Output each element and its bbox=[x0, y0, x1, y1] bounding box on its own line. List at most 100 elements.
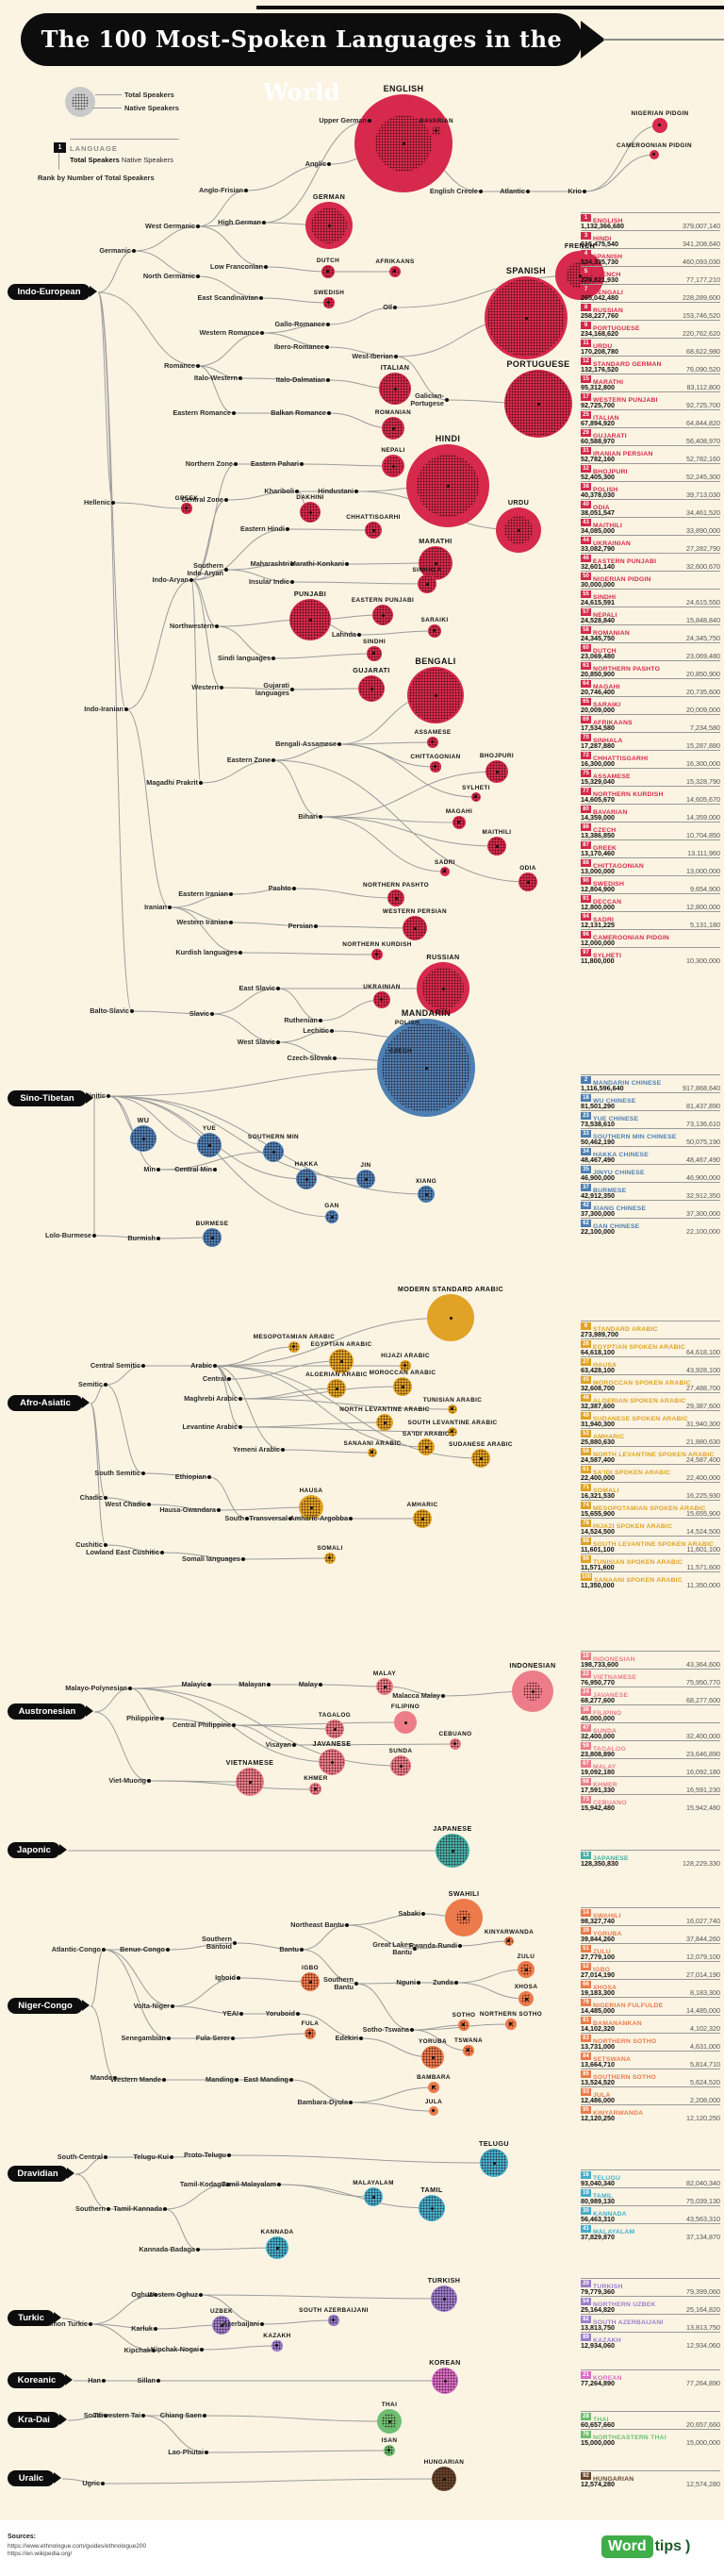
language-label-saraiki: SARAIKI bbox=[420, 617, 449, 624]
language-name: MANDARIN CHINESE bbox=[593, 1080, 662, 1087]
language-bubble-portuguese bbox=[504, 370, 572, 438]
total-speakers: 64,618,100 bbox=[581, 1348, 615, 1356]
rank-badge: 77 bbox=[581, 788, 591, 795]
rank-list-item: 90 SWEDISH 12,804,900 9,654,900 bbox=[581, 875, 720, 893]
branch-label-czech-slovak: Czech-Slovak bbox=[287, 1054, 332, 1062]
branch-label-benue-congo: Benue-Congo bbox=[120, 1945, 165, 1953]
total-speakers: 170,208,780 bbox=[581, 347, 618, 356]
language-name: SOUTHERN SOTHO bbox=[593, 2074, 656, 2081]
language-label-chhattisgarhi: CHHATTISGARHI bbox=[346, 514, 401, 521]
language-name: JINYU CHINESE bbox=[593, 1170, 645, 1176]
language-name: SADRI bbox=[593, 917, 615, 923]
source-link-1[interactable]: https://www.ethnologue.com/guides/ethnol… bbox=[8, 2543, 147, 2550]
language-name: CAMEROONIAN PIDGIN bbox=[593, 935, 670, 941]
language-name: MALAY bbox=[593, 1764, 617, 1770]
language-name: INDONESIAN bbox=[593, 1656, 635, 1663]
rank-list-item: 50 NIGERIAN PIDGIN 30,000,000 bbox=[581, 571, 720, 589]
total-speakers: 32,400,000 bbox=[581, 1732, 615, 1740]
rank-badge: 29 bbox=[581, 429, 591, 437]
native-speakers: 37,844,260 bbox=[686, 1935, 720, 1943]
language-label-korean: KOREAN bbox=[429, 2358, 461, 2367]
branch-label-italo-western: Italo-Western bbox=[193, 374, 238, 382]
language-label-tagalog: TAGALOG bbox=[318, 1712, 352, 1719]
branch-label-malayic: Malayic bbox=[181, 1680, 206, 1688]
branch-label-east-scandinavian: East Scandinavian bbox=[197, 293, 258, 302]
language-bubble-sadri bbox=[439, 866, 451, 877]
branch-label-southern-bantoid: Southern Bantoid bbox=[201, 1935, 232, 1951]
rank-list-turkic: 20 TURKISH 79,779,360 79,399,060 54 NORTHERN … bbox=[581, 2278, 720, 2350]
rank-badge: 98 bbox=[581, 1537, 591, 1545]
native-speakers: 12,079,100 bbox=[686, 1953, 720, 1961]
language-label-thai: THAI bbox=[381, 2401, 398, 2408]
language-bubble-odia bbox=[518, 873, 537, 891]
language-name: ODIA bbox=[593, 505, 610, 511]
rank-badge: 74 bbox=[581, 1502, 591, 1509]
rank-badge: 23 bbox=[581, 1112, 591, 1120]
language-name: ROMANIAN bbox=[593, 630, 630, 637]
total-speakers: 19,183,300 bbox=[581, 1988, 615, 1997]
rank-list-item: 41 MALAYALAM 37,829,870 37,134,870 bbox=[581, 2223, 720, 2241]
language-name: HAKKA CHINESE bbox=[593, 1152, 649, 1158]
language-label-dakhini: DAKHINI bbox=[296, 494, 324, 501]
bubble-center-dot bbox=[442, 2297, 446, 2301]
branch-label-malayo-polynesian: Malayo-Polynesian bbox=[65, 1684, 127, 1692]
rank-list-item: 23 YUE CHINESE 73,538,610 73,136,610 bbox=[581, 1110, 720, 1128]
total-speakers: 23,069,480 bbox=[581, 652, 615, 660]
branch-label-central-min: Central Min bbox=[174, 1165, 212, 1173]
branch-node-kannada-badaga bbox=[196, 2248, 200, 2252]
rank-badge: 59 bbox=[581, 1742, 591, 1750]
language-label-spanish: SPANISH bbox=[505, 266, 547, 275]
branch-node-southwestern-tai bbox=[141, 2414, 145, 2418]
language-bubble-swedish bbox=[323, 297, 335, 308]
native-speakers: 83,112,800 bbox=[686, 383, 720, 391]
language-label-tunisian-arabic: TUNISIAN ARABIC bbox=[422, 1396, 483, 1404]
language-name: WESTERN PUNJABI bbox=[593, 397, 658, 404]
bubble-center-dot bbox=[432, 2109, 436, 2113]
total-speakers: 37,829,870 bbox=[581, 2233, 615, 2241]
branch-node-western-romance bbox=[260, 331, 264, 335]
rank-list-item: 36 FILIPINO 45,000,000 bbox=[581, 1704, 720, 1722]
branch-node-ruthenian bbox=[319, 1019, 322, 1022]
language-label-swedish: SWEDISH bbox=[313, 290, 345, 297]
native-speakers: 75,950,770 bbox=[686, 1678, 720, 1687]
language-label-german: GERMAN bbox=[312, 192, 346, 201]
total-speakers: 32,387,600 bbox=[581, 1402, 615, 1410]
language-label-sanaani-arabic: SANAANI ARABIC bbox=[343, 1439, 402, 1447]
logo-word: Word bbox=[601, 2535, 653, 2558]
language-name: MAGAHI bbox=[593, 684, 620, 690]
language-label-zulu: ZULU bbox=[517, 1953, 535, 1960]
bubble-center-dot bbox=[327, 224, 331, 227]
language-label-dutch: DUTCH bbox=[316, 257, 340, 264]
total-speakers: 68,277,600 bbox=[581, 1696, 615, 1704]
language-label-sadri: SADRI bbox=[435, 858, 455, 866]
language-bubble-xhosa bbox=[518, 1991, 534, 2006]
language-name: SETSWANA bbox=[593, 2056, 632, 2063]
native-speakers: 43,563,310 bbox=[686, 2215, 720, 2223]
rank-list-item: 92 HUNGARIAN 12,574,280 12,574,280 bbox=[581, 2470, 720, 2488]
rank-list-item: 89 KAZAKH 12,934,060 12,934,060 bbox=[581, 2332, 720, 2350]
native-speakers: 16,092,180 bbox=[686, 1768, 720, 1776]
native-speakers: 22,400,000 bbox=[686, 1473, 720, 1482]
language-label-kinyarwanda: KINYARWANDA bbox=[484, 1928, 535, 1936]
branch-label-fula-serer: Fula-Serer bbox=[195, 2034, 230, 2042]
branch-node-karluk bbox=[154, 2327, 157, 2331]
language-name: YORUBA bbox=[593, 1931, 622, 1937]
native-speakers: 15,655,900 bbox=[686, 1509, 720, 1518]
total-speakers: 11,601,100 bbox=[581, 1545, 615, 1554]
total-speakers: 93,040,340 bbox=[581, 2179, 615, 2187]
rank-list-item: 9 PORTUGUESE 234,168,620 220,762,620 bbox=[581, 320, 720, 338]
branch-node-somali-languages bbox=[241, 1557, 245, 1561]
total-speakers: 12,486,000 bbox=[581, 2096, 615, 2104]
rank-list-item: 7 BENGALI 265,042,480 228,289,600 bbox=[581, 284, 720, 302]
branch-label-levantine-arabic: Levantine Arabic bbox=[182, 1422, 238, 1431]
total-speakers: 98,327,740 bbox=[581, 1917, 615, 1925]
branch-label-germanic: Germanic bbox=[99, 246, 131, 255]
rank-badge: 39 bbox=[581, 1927, 591, 1935]
total-speakers: 16,300,000 bbox=[581, 759, 615, 768]
branch-node-chiang-saen bbox=[203, 2414, 206, 2418]
native-speakers: 11,601,100 bbox=[686, 1545, 720, 1554]
branch-label-hausa-gwandara: Hausa-Gwandara bbox=[159, 1505, 216, 1514]
language-label-northern-sotho: NORTHERN SOTHO bbox=[479, 2011, 543, 2019]
source-link-2[interactable]: https://en.wikipedia.org/ bbox=[8, 2551, 73, 2557]
bubble-center-dot bbox=[403, 1364, 407, 1368]
